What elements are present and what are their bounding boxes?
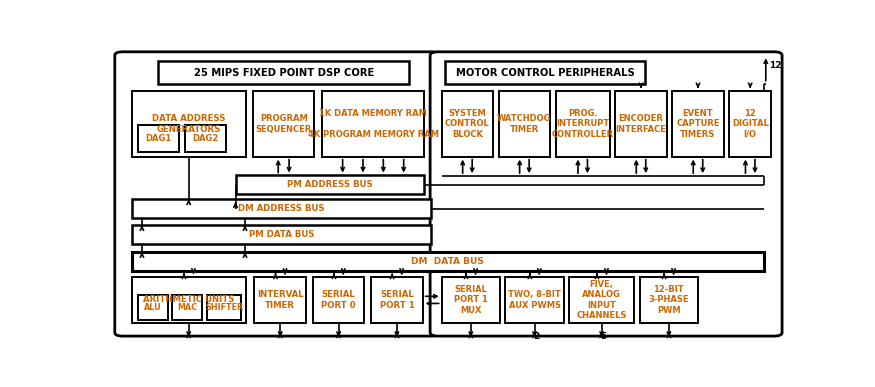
FancyBboxPatch shape (569, 277, 634, 323)
Text: INTERVAL
TIMER: INTERVAL TIMER (257, 290, 304, 310)
Text: PROGRAM
SEQUENCER: PROGRAM SEQUENCER (255, 114, 312, 134)
FancyBboxPatch shape (442, 277, 500, 323)
Text: DM  DATA BUS: DM DATA BUS (411, 257, 484, 266)
FancyBboxPatch shape (158, 61, 410, 84)
FancyBboxPatch shape (615, 91, 667, 157)
FancyBboxPatch shape (186, 125, 226, 152)
Text: 25 MIPS FIXED POINT DSP CORE: 25 MIPS FIXED POINT DSP CORE (193, 67, 374, 77)
FancyBboxPatch shape (499, 91, 550, 157)
FancyBboxPatch shape (207, 295, 241, 320)
FancyBboxPatch shape (132, 252, 764, 271)
Text: 12: 12 (769, 61, 781, 70)
FancyBboxPatch shape (371, 277, 423, 323)
Text: 1K DATA MEMORY RAM

4K PROGRAM MEMORY RAM: 1K DATA MEMORY RAM 4K PROGRAM MEMORY RAM (308, 109, 438, 139)
FancyBboxPatch shape (132, 225, 431, 244)
Text: SHIFTER: SHIFTER (205, 303, 243, 312)
Text: WATCHDOG
TIMER: WATCHDOG TIMER (497, 114, 551, 134)
Text: SERIAL
PORT 1: SERIAL PORT 1 (380, 290, 414, 310)
FancyBboxPatch shape (172, 295, 202, 320)
FancyBboxPatch shape (132, 277, 246, 323)
Text: PM ADDRESS BUS: PM ADDRESS BUS (287, 180, 373, 189)
FancyBboxPatch shape (729, 91, 771, 157)
Text: SYSTEM
CONTROL
BLOCK: SYSTEM CONTROL BLOCK (445, 109, 490, 139)
Text: EVENT
CAPTURE
TIMERS: EVENT CAPTURE TIMERS (676, 109, 720, 139)
FancyBboxPatch shape (253, 91, 314, 157)
Text: DAG2: DAG2 (192, 134, 219, 143)
FancyBboxPatch shape (672, 91, 724, 157)
Text: TWO, 8-BIT
AUX PWMS: TWO, 8-BIT AUX PWMS (508, 290, 561, 310)
Text: 12-BIT
3-PHASE
PWM: 12-BIT 3-PHASE PWM (648, 285, 690, 315)
Text: 5: 5 (600, 332, 606, 341)
FancyBboxPatch shape (255, 277, 306, 323)
Text: PM DATA BUS: PM DATA BUS (248, 230, 314, 239)
Text: 12
DIGITAL
I/O: 12 DIGITAL I/O (732, 109, 768, 139)
FancyBboxPatch shape (132, 91, 246, 157)
Text: ALU: ALU (144, 303, 162, 312)
Text: MOTOR CONTROL PERIPHERALS: MOTOR CONTROL PERIPHERALS (456, 67, 634, 77)
FancyBboxPatch shape (313, 277, 364, 323)
FancyBboxPatch shape (506, 277, 564, 323)
Text: PROG.
INTERRUPT
CONTROLLER: PROG. INTERRUPT CONTROLLER (551, 109, 613, 139)
Text: DATA ADDRESS
GENERATORS: DATA ADDRESS GENERATORS (152, 114, 226, 134)
FancyBboxPatch shape (556, 91, 610, 157)
FancyBboxPatch shape (442, 91, 493, 157)
Text: SERIAL
PORT 1
MUX: SERIAL PORT 1 MUX (454, 285, 487, 315)
FancyBboxPatch shape (138, 125, 178, 152)
FancyBboxPatch shape (430, 52, 782, 336)
Text: 2: 2 (533, 332, 539, 341)
Text: SERIAL
PORT 0: SERIAL PORT 0 (321, 290, 356, 310)
FancyBboxPatch shape (445, 61, 645, 84)
Text: DM ADDRESS BUS: DM ADDRESS BUS (238, 204, 325, 213)
Text: ENCODER
INTERFACE: ENCODER INTERFACE (616, 114, 667, 134)
Text: ARITHMETIC UNITS: ARITHMETIC UNITS (143, 295, 234, 305)
Text: FIVE,
ANALOG
INPUT
CHANNELS: FIVE, ANALOG INPUT CHANNELS (577, 280, 626, 320)
Text: DAG1: DAG1 (145, 134, 172, 143)
Text: MAC: MAC (178, 303, 198, 312)
FancyBboxPatch shape (322, 91, 424, 157)
FancyBboxPatch shape (235, 175, 424, 194)
FancyBboxPatch shape (132, 199, 431, 218)
FancyBboxPatch shape (138, 295, 168, 320)
FancyBboxPatch shape (115, 52, 439, 336)
FancyBboxPatch shape (640, 277, 698, 323)
